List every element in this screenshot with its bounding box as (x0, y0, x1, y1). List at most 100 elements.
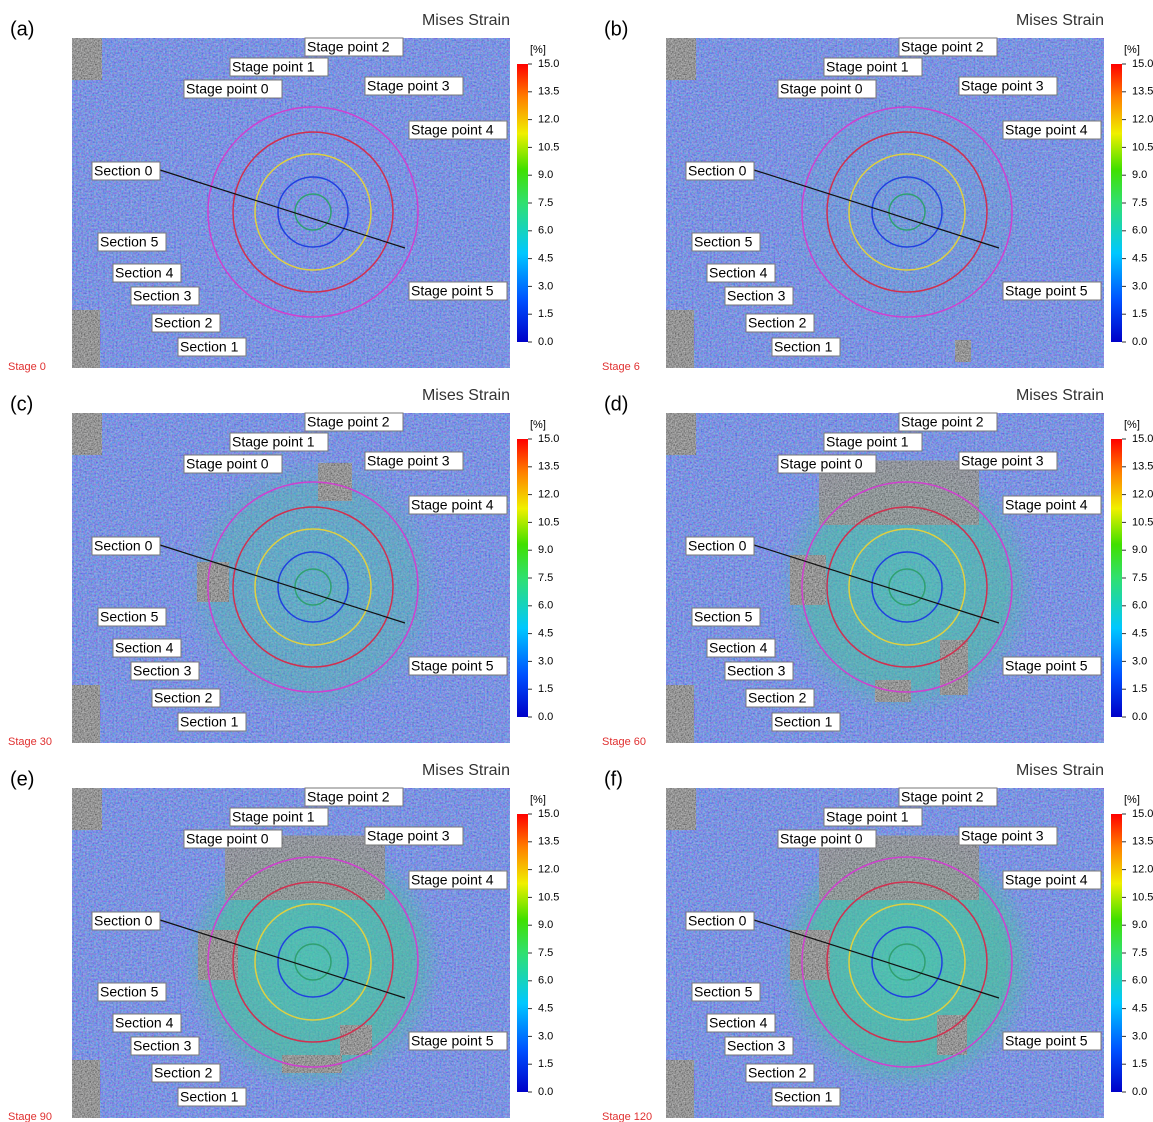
colorbar-tick-label: 4.5 (1132, 628, 1147, 640)
section-label: Section 2 (748, 1065, 807, 1081)
label-box (364, 826, 464, 846)
colorbar-tick-label: 12.0 (538, 489, 559, 501)
damage-patch (198, 930, 238, 980)
colorbar-tick-label: 15.0 (1132, 808, 1153, 820)
colorbar-tick-label: 0.0 (538, 1086, 553, 1098)
stage-circle (801, 481, 1013, 693)
section-line (753, 169, 1000, 249)
colorbar-tick-label: 12.0 (1132, 489, 1153, 501)
colorbar (517, 439, 528, 717)
panel: (e) Mises Strain Stage point 0 Stage point … (8, 762, 559, 1122)
stage-circle (848, 153, 966, 271)
stage-point-label: Stage point 4 (411, 122, 494, 138)
colorbar-unit: [%] (1124, 794, 1140, 806)
colorbar-tick-label: 6.0 (1132, 975, 1147, 987)
label-box (304, 787, 404, 807)
colorbar-tick-label: 1.5 (1132, 308, 1147, 320)
stage-point-label: Stage point 5 (1005, 658, 1088, 674)
section-label: Section 3 (133, 1038, 192, 1054)
label-box (958, 451, 1058, 471)
strain-halo (183, 832, 443, 1092)
stage-point-label: Stage point 5 (1005, 283, 1088, 299)
label-box (177, 337, 247, 357)
stage-label: Stage 120 (602, 1111, 652, 1122)
specimen-edge (72, 310, 100, 368)
stage-circle (801, 106, 1013, 318)
label-box (183, 829, 283, 849)
label-box (408, 870, 508, 890)
stage-circle (254, 903, 372, 1021)
panel-title: Mises Strain (1016, 12, 1104, 29)
colorbar-tick-label: 1.5 (1132, 1058, 1147, 1070)
label-box (97, 607, 167, 627)
section-label: Section 4 (709, 265, 768, 281)
colorbar-tick-label: 4.5 (1132, 253, 1147, 265)
stage-point-label: Stage point 3 (961, 453, 1044, 469)
label-box (130, 661, 200, 681)
stage-circle (848, 528, 966, 646)
panel: (f) Mises Strain Stage point 0 Stage point … (602, 762, 1153, 1122)
stage-circle (277, 551, 349, 623)
stage-circle (232, 131, 394, 293)
label-box (691, 607, 761, 627)
stage-point-label: Stage point 4 (1005, 122, 1088, 138)
colorbar-tick-label: 6.0 (1132, 225, 1147, 237)
label-box (823, 57, 923, 77)
damage-zone (819, 835, 979, 900)
stage-point-label: Stage point 1 (232, 809, 315, 825)
damage-patch (197, 562, 229, 602)
stage-circle (294, 568, 332, 606)
colorbar-unit: [%] (530, 44, 546, 56)
colorbar-tick-label: 7.5 (538, 572, 553, 584)
colorbar-tick-label: 3.0 (1132, 280, 1147, 292)
label-box (685, 536, 755, 556)
colorbar-tick-label: 15.0 (1132, 433, 1153, 445)
stage-circle (888, 568, 926, 606)
label-box (958, 76, 1058, 96)
label-box (823, 432, 923, 452)
stage-label: Stage 0 (8, 361, 46, 373)
label-box (229, 432, 329, 452)
stage-point-label: Stage point 5 (411, 283, 494, 299)
colorbar-tick-label: 3.0 (1132, 1030, 1147, 1042)
damage-patch (940, 640, 968, 695)
label-box (91, 536, 161, 556)
section-label: Section 3 (727, 1038, 786, 1054)
label-box (691, 982, 761, 1002)
label-box (706, 638, 776, 658)
panel-letter: (a) (10, 18, 34, 40)
stage-circle (232, 506, 394, 668)
section-label: Section 3 (727, 288, 786, 304)
colorbar-tick-label: 6.0 (538, 600, 553, 612)
colorbar (517, 814, 528, 1092)
colorbar-tick-label: 4.5 (538, 253, 553, 265)
label-box (685, 161, 755, 181)
section-label: Section 0 (94, 163, 153, 179)
specimen-edge (666, 788, 696, 830)
specimen-edge (72, 788, 102, 830)
section-label: Section 4 (115, 1015, 174, 1031)
panel-letter: (f) (604, 768, 623, 790)
stage-point-label: Stage point 0 (780, 831, 863, 847)
specimen-edge (666, 685, 694, 743)
panel-letter: (c) (10, 393, 33, 415)
label-box (745, 313, 815, 333)
colorbar-tick-label: 15.0 (538, 58, 559, 70)
colorbar-tick-label: 0.0 (1132, 711, 1147, 723)
section-label: Section 1 (774, 714, 833, 730)
label-box (130, 286, 200, 306)
section-label: Section 2 (154, 690, 213, 706)
colorbar-tick-label: 3.0 (538, 655, 553, 667)
colorbar-tick-label: 6.0 (1132, 600, 1147, 612)
section-label: Section 5 (100, 984, 159, 1000)
stage-circle (294, 943, 332, 981)
colorbar-tick-label: 12.0 (538, 864, 559, 876)
stage-point-label: Stage point 4 (1005, 497, 1088, 513)
colorbar-tick-label: 10.5 (1132, 516, 1153, 528)
label-box (91, 161, 161, 181)
section-line (159, 169, 406, 249)
stage-point-label: Stage point 2 (307, 414, 390, 430)
stage-point-label: Stage point 0 (186, 831, 269, 847)
stage-circle (826, 881, 988, 1043)
colorbar (1111, 439, 1122, 717)
